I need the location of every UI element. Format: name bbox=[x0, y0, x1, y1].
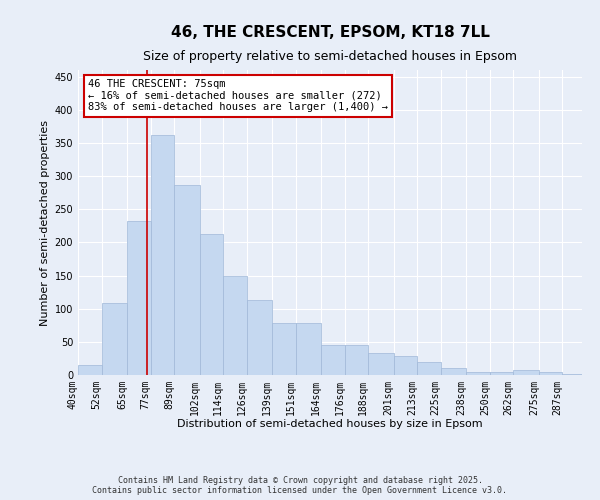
Bar bbox=[539, 372, 562, 375]
Bar bbox=[417, 362, 441, 375]
Text: 46 THE CRESCENT: 75sqm
← 16% of semi-detached houses are smaller (272)
83% of se: 46 THE CRESCENT: 75sqm ← 16% of semi-det… bbox=[88, 79, 388, 112]
Y-axis label: Number of semi-detached properties: Number of semi-detached properties bbox=[40, 120, 50, 326]
Bar bbox=[321, 344, 345, 375]
Bar bbox=[441, 368, 466, 375]
Bar bbox=[394, 356, 417, 375]
Bar bbox=[151, 135, 174, 375]
Bar bbox=[200, 234, 223, 375]
Text: Contains HM Land Registry data © Crown copyright and database right 2025.
Contai: Contains HM Land Registry data © Crown c… bbox=[92, 476, 508, 495]
Bar bbox=[514, 370, 539, 375]
Bar bbox=[466, 372, 490, 375]
Bar bbox=[490, 372, 514, 375]
Bar bbox=[174, 184, 200, 375]
Bar bbox=[127, 221, 151, 375]
Bar bbox=[101, 304, 127, 375]
Bar bbox=[247, 300, 272, 375]
Text: Size of property relative to semi-detached houses in Epsom: Size of property relative to semi-detach… bbox=[143, 50, 517, 63]
Bar bbox=[272, 324, 296, 375]
Bar bbox=[562, 374, 582, 375]
Bar bbox=[368, 353, 394, 375]
Bar bbox=[78, 365, 101, 375]
X-axis label: Distribution of semi-detached houses by size in Epsom: Distribution of semi-detached houses by … bbox=[177, 420, 483, 430]
Bar bbox=[296, 324, 321, 375]
Bar bbox=[345, 344, 368, 375]
Text: 46, THE CRESCENT, EPSOM, KT18 7LL: 46, THE CRESCENT, EPSOM, KT18 7LL bbox=[170, 25, 490, 40]
Bar bbox=[223, 276, 247, 375]
